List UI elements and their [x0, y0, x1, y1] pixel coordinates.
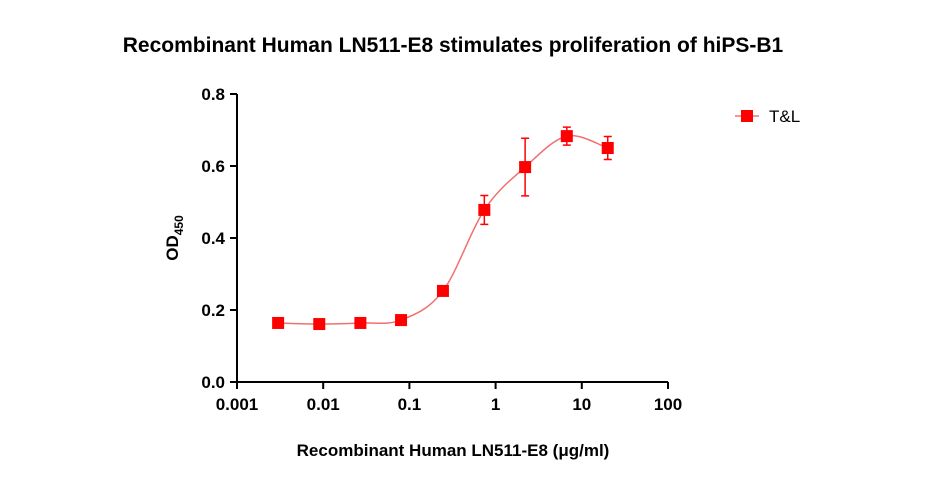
data-point	[560, 130, 573, 143]
data-point	[354, 316, 367, 329]
data-point	[601, 142, 614, 154]
y-axis-label: OD450	[163, 215, 186, 261]
y-tick-label: 0.0	[201, 373, 225, 392]
x-tick-label: 0.1	[398, 395, 422, 414]
data-point	[272, 316, 285, 329]
x-tick-label: 0.001	[216, 395, 259, 414]
data-point	[519, 161, 532, 174]
y-tick-label: 0.8	[201, 85, 225, 104]
x-tick-label: 100	[654, 395, 682, 414]
data-point	[436, 284, 449, 297]
data-point	[478, 203, 491, 216]
data-point	[313, 318, 326, 331]
legend-label: T&L	[769, 107, 800, 126]
y-tick-label: 0.2	[201, 301, 225, 320]
y-tick-label: 0.4	[201, 229, 225, 248]
data-point	[395, 314, 408, 327]
chart-title: Recombinant Human LN511-E8 stimulates pr…	[123, 34, 784, 57]
x-tick-label: 1	[491, 395, 500, 414]
x-tick-label: 10	[572, 395, 591, 414]
y-label-main: OD	[163, 235, 182, 261]
y-tick-label: 0.6	[201, 157, 225, 176]
x-tick-label: 0.01	[307, 395, 340, 414]
legend-marker	[741, 110, 753, 122]
y-label-sub: 450	[172, 215, 186, 235]
x-axis-label: Recombinant Human LN511-E8 (μg/ml)	[297, 441, 610, 460]
